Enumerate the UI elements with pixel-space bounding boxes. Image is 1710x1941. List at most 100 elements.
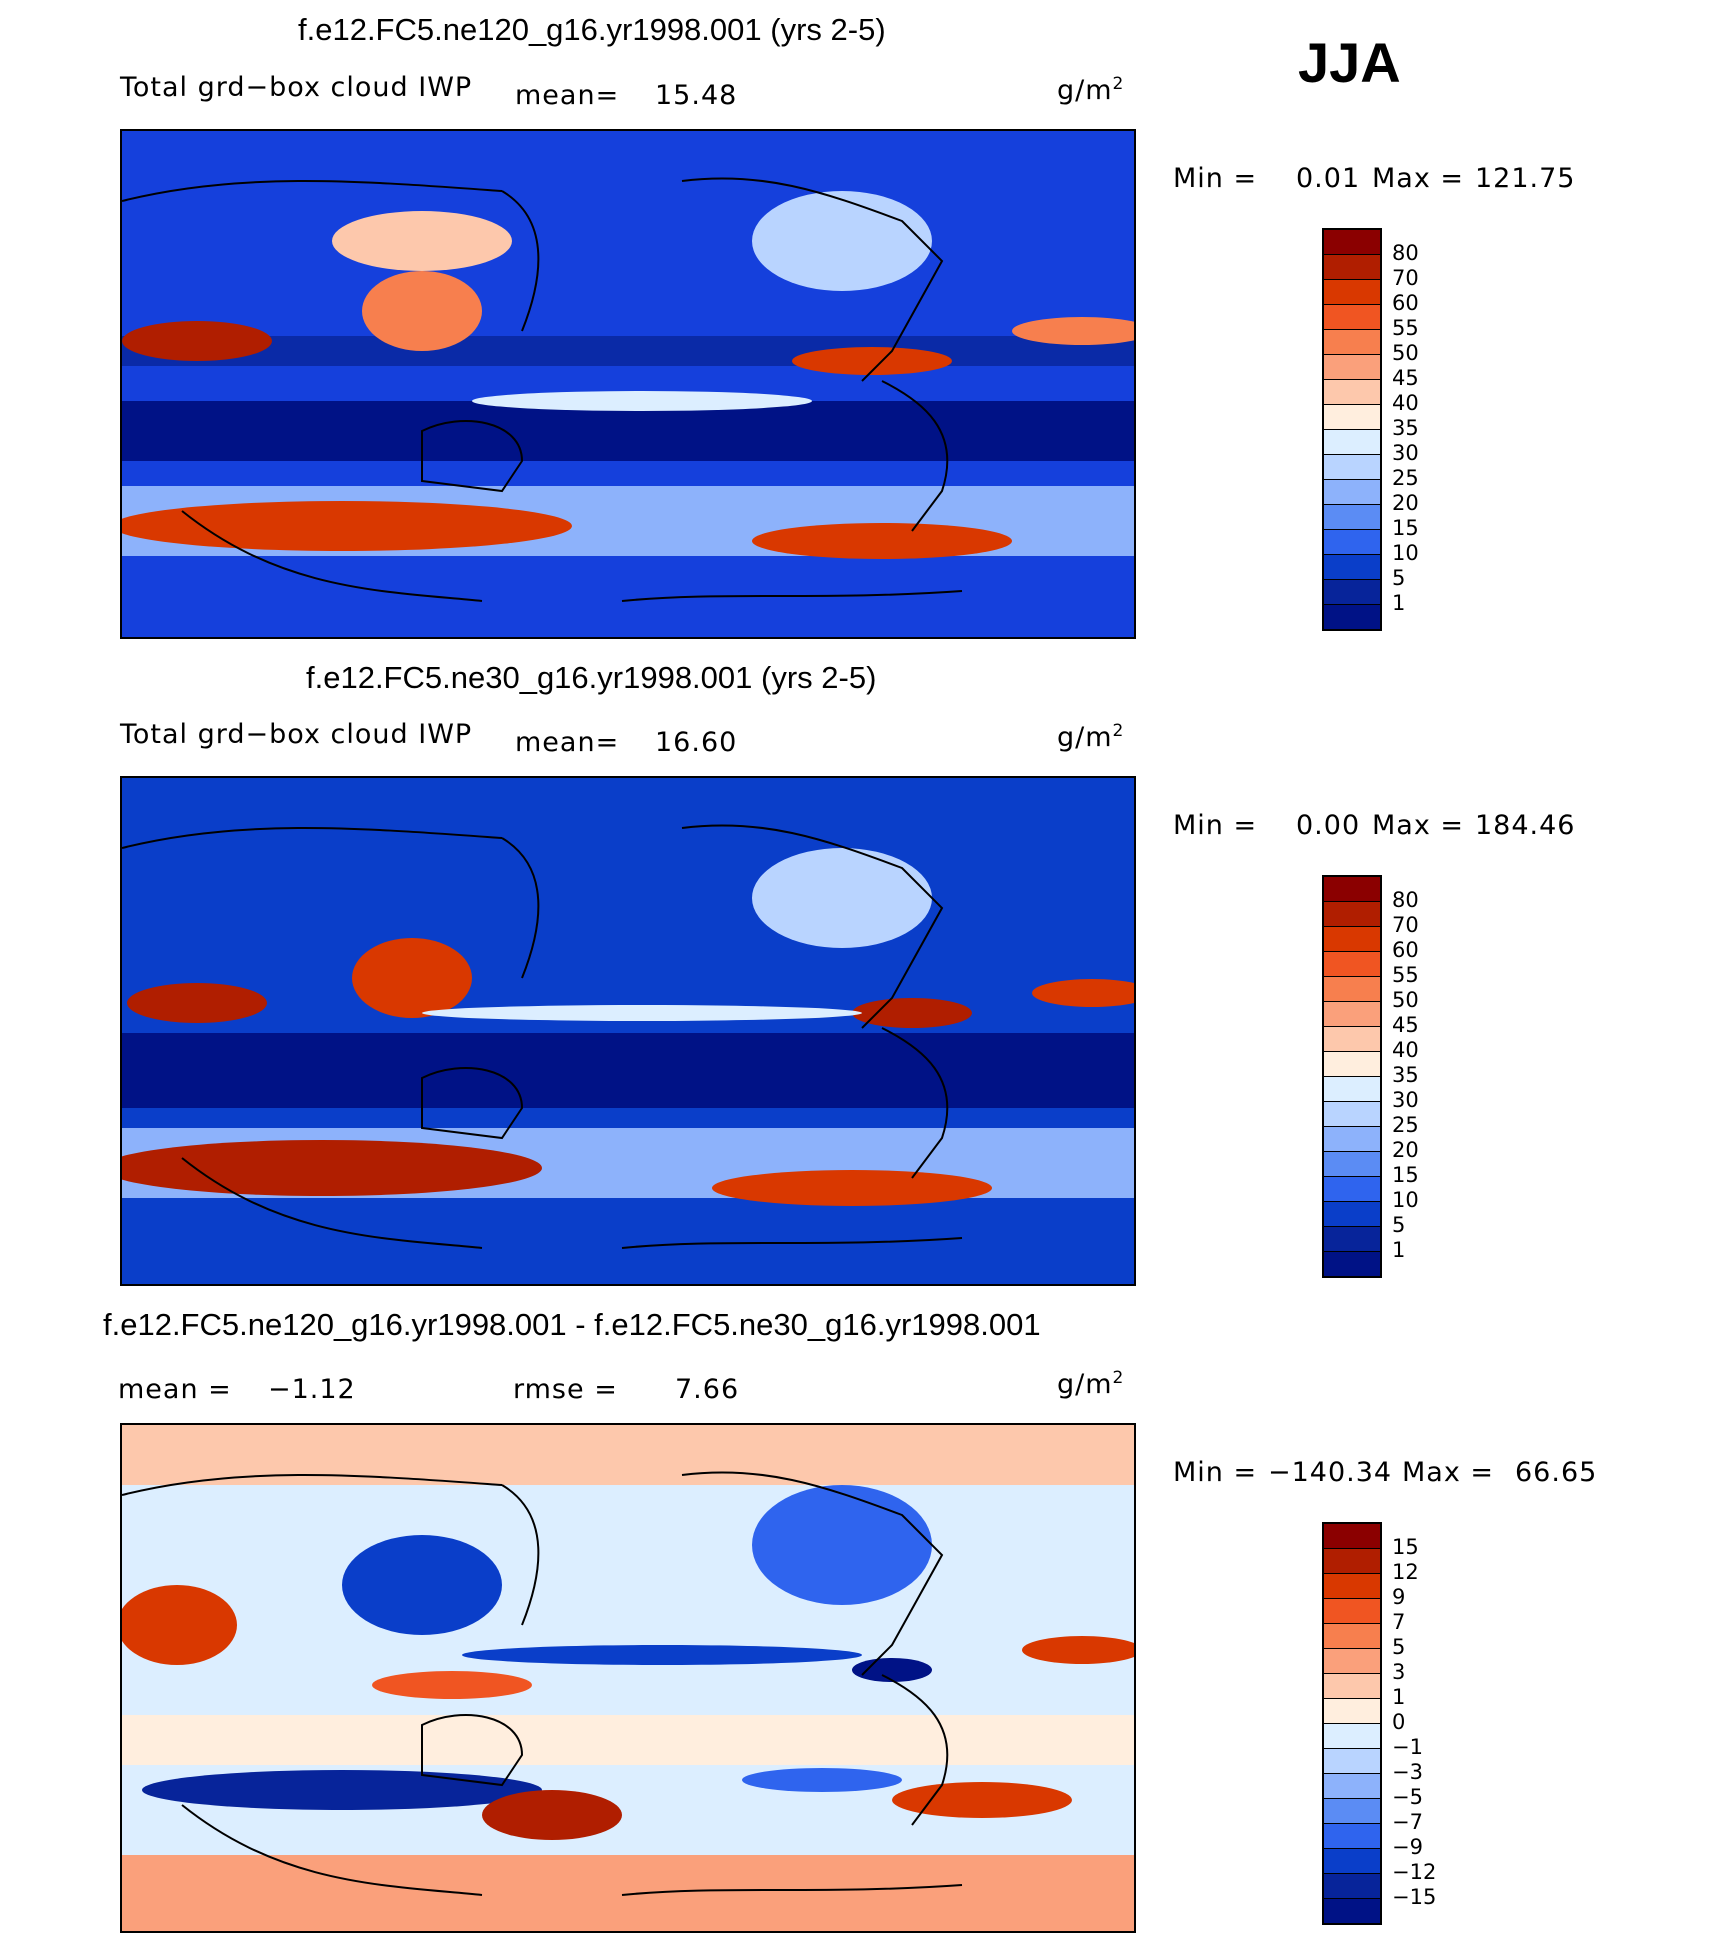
colorbar-tick-label: 35 [1392,416,1419,440]
colorbar-tick-label: 5 [1392,1635,1406,1659]
colorbar-tick-label: 5 [1392,566,1406,590]
colorbar-swatch [1324,1549,1380,1574]
panel2-title: f.e12.FC5.ne30_g16.yr1998.001 (yrs 2-5) [306,660,877,695]
panel1-max-label: Max = [1372,163,1465,194]
panel3-field [122,1425,1134,1931]
colorbar-tick-label: 15 [1392,1535,1419,1559]
band-subtropics-n [122,336,1134,366]
colorbar-tick-label: 50 [1392,341,1419,365]
colorbar-swatch [1324,1077,1380,1102]
neg-tibet [342,1535,502,1635]
units-sup: 2 [1112,721,1125,741]
colorbar-tick-label: 55 [1392,316,1419,340]
colorbar-tick-label: 10 [1392,541,1419,565]
coastline-sketch [122,824,963,1249]
colorbar-tick-label: 80 [1392,241,1419,265]
colorbar-swatch [1324,530,1380,555]
colorbar-tick-label: 45 [1392,1013,1419,1037]
storm-track-s-2 [712,1170,992,1206]
panel1-field [122,131,1134,637]
panel2-max-value: 184.46 [1475,810,1576,841]
colorbar-tick-label: 60 [1392,938,1419,962]
colorbar-tick-label: 50 [1392,988,1419,1012]
panel1-mean-value: 15.48 [655,80,738,111]
colorbar-swatch [1324,580,1380,605]
india-monsoon [362,271,482,351]
colorbar-swatch [1324,1599,1380,1624]
units-text: g/m [1057,722,1113,753]
colorbar-tick-label: 10 [1392,1188,1419,1212]
band-subtropics-s [122,1033,1134,1108]
pos-south-atlantic [892,1782,1072,1818]
colorbar-tick-label: −5 [1392,1785,1423,1809]
storm-track-s-1 [122,501,572,551]
colorbar-tick-label: 7 [1392,1610,1406,1634]
colorbar-tick-label: 30 [1392,1088,1419,1112]
panel2-max-label: Max = [1372,810,1465,841]
colorbar-swatch [1324,430,1380,455]
panel3-mean-value: −1.12 [268,1374,356,1405]
colorbar-swatch [1324,1524,1380,1549]
colorbar-tick-label: 55 [1392,963,1419,987]
colorbar-tick-label: −9 [1392,1835,1423,1859]
colorbar-swatch [1324,1899,1380,1924]
panel3-min-value: −140.34 [1268,1457,1393,1488]
neg-north-america [752,1485,932,1605]
panel2-variable: Total grd−box cloud IWP [120,719,473,750]
pos-maritime [372,1671,532,1699]
colorbar-tick-label: −15 [1392,1885,1437,1909]
colorbar-swatch [1324,1724,1380,1749]
colorbar-swatch [1324,1127,1380,1152]
neg-storm-track-1 [142,1770,542,1810]
colorbar-swatch [1324,977,1380,1002]
panel2-field [122,778,1134,1284]
colorbar-swatch [1324,1202,1380,1227]
neg-itcz-pacific [462,1645,862,1665]
itcz-americas [792,347,952,375]
colorbar-swatch [1324,1002,1380,1027]
colorbar-swatch [1324,305,1380,330]
colorbar-swatch [1324,1624,1380,1649]
panel2-min-label: Min = [1173,810,1258,841]
panel3-rmse-label: rmse = [513,1374,618,1405]
colorbar-tick-label: 20 [1392,491,1419,515]
panel1-min-label: Min = [1173,163,1258,194]
colorbar-tick-label: 15 [1392,1163,1419,1187]
colorbar-swatch [1324,1102,1380,1127]
storm-track-s-1 [122,1140,542,1196]
colorbar-swatch [1324,877,1380,902]
colorbar-tick-label: 35 [1392,1063,1419,1087]
season-label: JJA [1298,31,1401,94]
colorbar-tick-label: 1 [1392,1238,1406,1262]
units-sup: 2 [1112,1368,1125,1388]
india-monsoon [352,938,472,1018]
panel2-units: g/m2 [1057,721,1124,753]
panel1-max-value: 121.75 [1475,163,1576,194]
africa-monsoon [127,983,267,1023]
colorbar-swatch [1324,605,1380,630]
colorbar-swatch [1324,455,1380,480]
neg-caribbean [852,1658,932,1682]
band-subtropics-s [122,401,1134,461]
north-america [752,848,932,948]
colorbar-swatch [1324,1152,1380,1177]
units-text: g/m [1057,75,1113,106]
pos-atlantic [1022,1636,1134,1664]
colorbar-swatch [1324,1674,1380,1699]
colorbar-swatch [1324,927,1380,952]
field-background [122,778,1134,1284]
colorbar-tick-label: −1 [1392,1735,1423,1759]
colorbar-swatch [1324,1027,1380,1052]
band-subtropics-s [122,1715,1134,1765]
panel1-map [120,129,1136,639]
panel3-map [120,1423,1136,1933]
atlantic-itcz [1012,317,1134,345]
colorbar-tick-label: 9 [1392,1585,1406,1609]
colorbar-tick-label: 40 [1392,1038,1419,1062]
colorbar-swatch [1324,1574,1380,1599]
colorbar-swatch [1324,1252,1380,1277]
colorbar-tick-label: −3 [1392,1760,1423,1784]
colorbar-tick-label: 5 [1392,1213,1406,1237]
neg-storm-track-2 [742,1768,902,1792]
units-text: g/m [1057,1369,1113,1400]
